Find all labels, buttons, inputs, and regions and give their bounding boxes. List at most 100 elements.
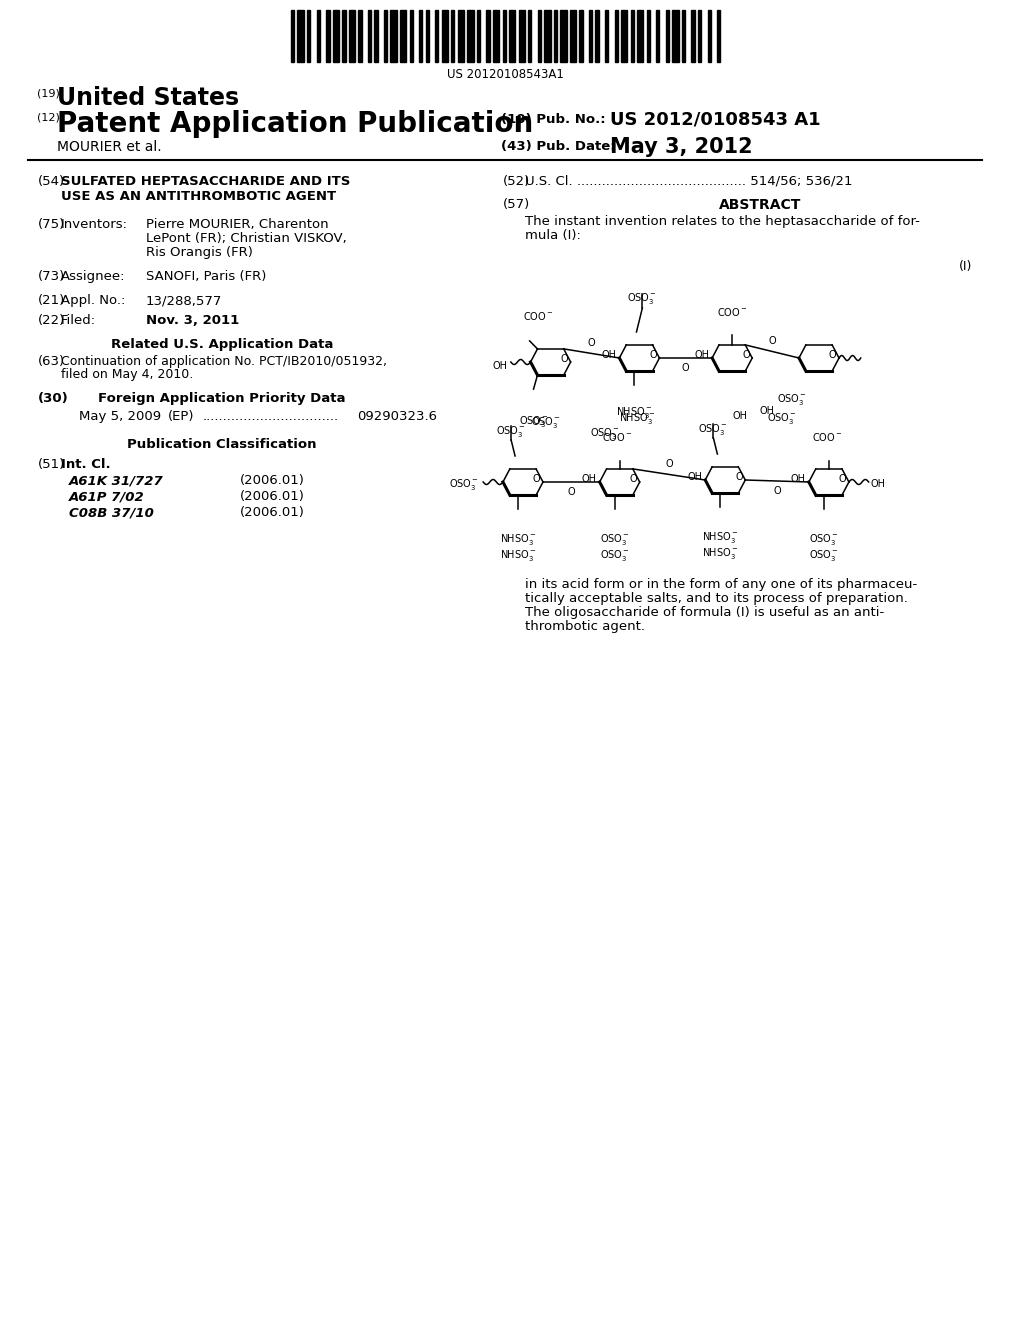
- Text: O: O: [532, 474, 541, 484]
- Text: OSO$_3^-$: OSO$_3^-$: [809, 532, 839, 546]
- Bar: [390, 11, 396, 62]
- Text: USE AS AN ANTITHROMBOTIC AGENT: USE AS AN ANTITHROMBOTIC AGENT: [61, 190, 336, 203]
- Bar: [419, 11, 423, 62]
- Bar: [452, 11, 455, 62]
- Text: (10) Pub. No.:: (10) Pub. No.:: [502, 114, 606, 125]
- Text: O: O: [839, 474, 847, 484]
- Bar: [384, 11, 387, 62]
- Text: NHSO$_3^-$: NHSO$_3^-$: [702, 531, 738, 545]
- Text: O: O: [768, 337, 776, 346]
- Text: (52): (52): [503, 176, 530, 187]
- Bar: [580, 11, 583, 62]
- Text: O: O: [742, 350, 750, 360]
- Text: OH: OH: [601, 350, 616, 360]
- Text: Publication Classification: Publication Classification: [127, 438, 316, 451]
- Text: mula (I):: mula (I):: [525, 228, 581, 242]
- Text: (57): (57): [503, 198, 530, 211]
- Text: Pierre MOURIER, Charenton: Pierre MOURIER, Charenton: [146, 218, 329, 231]
- Text: OH: OH: [732, 411, 748, 421]
- Bar: [333, 11, 339, 62]
- Text: O: O: [630, 474, 637, 484]
- Bar: [538, 11, 541, 62]
- Text: OSO$_3^-$: OSO$_3^-$: [497, 424, 526, 440]
- Text: tically acceptable salts, and to its process of preparation.: tically acceptable salts, and to its pro…: [525, 591, 908, 605]
- Bar: [614, 11, 617, 62]
- Text: Foreign Application Priority Data: Foreign Application Priority Data: [98, 392, 346, 405]
- Bar: [544, 11, 551, 62]
- Text: filed on May 4, 2010.: filed on May 4, 2010.: [61, 368, 194, 381]
- Bar: [493, 11, 500, 62]
- Bar: [646, 11, 650, 62]
- Text: A61K 31/727: A61K 31/727: [69, 474, 164, 487]
- Bar: [637, 11, 643, 62]
- Bar: [717, 11, 720, 62]
- Text: United States: United States: [57, 86, 240, 110]
- Text: COO$^-$: COO$^-$: [717, 306, 748, 318]
- Bar: [569, 11, 577, 62]
- Bar: [503, 11, 506, 62]
- Text: OSO$_3^-$: OSO$_3^-$: [776, 392, 807, 407]
- Bar: [589, 11, 592, 62]
- Text: OH: OH: [582, 474, 597, 484]
- Text: (21): (21): [38, 294, 65, 308]
- Bar: [368, 11, 371, 62]
- Text: U.S. Cl. ......................................... 514/56; 536/21: U.S. Cl. ...............................…: [525, 176, 852, 187]
- Bar: [621, 11, 628, 62]
- Text: (54): (54): [38, 176, 65, 187]
- Text: OSO$_3^-$: OSO$_3^-$: [767, 411, 797, 426]
- Text: (63): (63): [38, 355, 65, 368]
- Text: NHSO$_3^-$: NHSO$_3^-$: [616, 405, 652, 420]
- Text: OSO$_3^-$: OSO$_3^-$: [600, 548, 630, 564]
- Text: Filed:: Filed:: [61, 314, 96, 327]
- Text: May 5, 2009: May 5, 2009: [79, 411, 161, 422]
- Text: O: O: [828, 350, 837, 360]
- Bar: [426, 11, 429, 62]
- Text: SULFATED HEPTASACCHARIDE AND ITS: SULFATED HEPTASACCHARIDE AND ITS: [61, 176, 350, 187]
- Text: NHSO$_3^-$: NHSO$_3^-$: [702, 546, 738, 561]
- Text: in its acid form or in the form of any one of its pharmaceu-: in its acid form or in the form of any o…: [525, 578, 918, 591]
- Bar: [307, 11, 310, 62]
- Text: O: O: [588, 338, 595, 348]
- Text: O: O: [735, 473, 742, 482]
- Bar: [349, 11, 355, 62]
- Bar: [298, 11, 304, 62]
- Bar: [467, 11, 474, 62]
- Text: OH: OH: [870, 479, 886, 488]
- Text: Related U.S. Application Data: Related U.S. Application Data: [111, 338, 333, 351]
- Bar: [477, 11, 480, 62]
- Text: .................................: .................................: [203, 411, 338, 422]
- Text: LePont (FR); Christian VISKOV,: LePont (FR); Christian VISKOV,: [146, 232, 347, 246]
- Text: OSO$_3^-$: OSO$_3^-$: [518, 414, 549, 429]
- Text: O: O: [560, 354, 568, 364]
- Text: (43) Pub. Date:: (43) Pub. Date:: [502, 140, 615, 153]
- Text: (30): (30): [38, 392, 69, 405]
- Bar: [486, 11, 489, 62]
- Bar: [458, 11, 464, 62]
- Text: (73): (73): [38, 271, 65, 282]
- Text: (EP): (EP): [168, 411, 195, 422]
- Text: A61P 7/02: A61P 7/02: [69, 490, 144, 503]
- Bar: [682, 11, 685, 62]
- Text: O: O: [773, 486, 781, 496]
- Text: (2006.01): (2006.01): [240, 506, 305, 519]
- Text: MOURIER et al.: MOURIER et al.: [57, 140, 162, 154]
- Text: (19): (19): [37, 88, 59, 99]
- Text: OSO$_3^-$: OSO$_3^-$: [628, 290, 657, 306]
- Bar: [518, 11, 525, 62]
- Bar: [595, 11, 599, 62]
- Bar: [509, 11, 515, 62]
- Text: Continuation of application No. PCT/IB2010/051932,: Continuation of application No. PCT/IB20…: [61, 355, 387, 368]
- Text: NHSO$_3^-$: NHSO$_3^-$: [500, 532, 537, 546]
- Text: Nov. 3, 2011: Nov. 3, 2011: [146, 314, 240, 327]
- Bar: [400, 11, 407, 62]
- Text: (51): (51): [38, 458, 65, 471]
- Text: The instant invention relates to the heptasaccharide of for-: The instant invention relates to the hep…: [525, 215, 920, 228]
- Text: OSO$_3^-$: OSO$_3^-$: [600, 532, 630, 546]
- Text: OSO$_3^-$: OSO$_3^-$: [809, 548, 839, 564]
- Text: 09290323.6: 09290323.6: [357, 411, 437, 422]
- Text: OSO$_3^-$: OSO$_3^-$: [530, 414, 561, 430]
- Bar: [342, 11, 345, 62]
- Text: thrombotic agent.: thrombotic agent.: [525, 620, 645, 634]
- Bar: [666, 11, 669, 62]
- Bar: [358, 11, 361, 62]
